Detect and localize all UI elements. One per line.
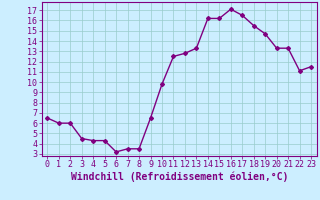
X-axis label: Windchill (Refroidissement éolien,°C): Windchill (Refroidissement éolien,°C) bbox=[70, 172, 288, 182]
